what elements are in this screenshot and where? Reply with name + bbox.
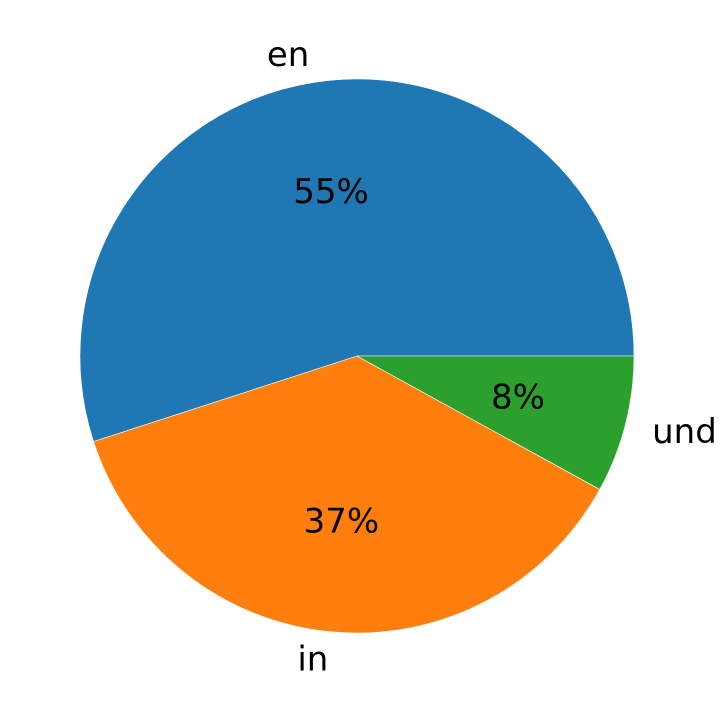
category-label-en: en [267,35,309,75]
pie-slice-und [356,355,635,490]
pie-slice-in [93,355,601,634]
percent-label-en: 55% [293,172,369,212]
category-label-in: in [297,639,328,679]
pie-labels: en 55% in 37% und 8% [267,35,717,679]
percent-label-und: 8% [491,377,545,417]
category-label-und: und [652,412,717,452]
pie-slice-en [79,78,635,442]
percent-label-in: 37% [304,501,380,541]
pie-slices [79,78,635,634]
